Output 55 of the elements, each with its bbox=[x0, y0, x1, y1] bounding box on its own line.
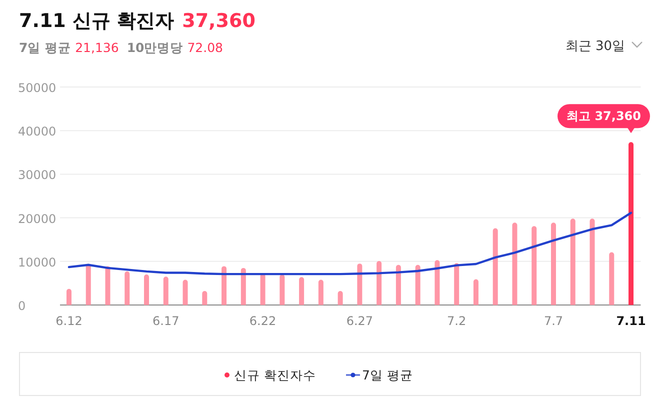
text: 최근 30일 bbox=[565, 39, 625, 54]
x-tick-label: 7.7 bbox=[544, 314, 564, 328]
bar bbox=[222, 266, 227, 305]
bar bbox=[357, 264, 362, 305]
legend-label: 7일 평균 bbox=[362, 368, 413, 382]
y-tick-label: 10000 bbox=[18, 255, 56, 270]
y-tick-label: 50000 bbox=[18, 81, 56, 95]
bar bbox=[434, 260, 440, 305]
bar bbox=[182, 280, 188, 305]
peak-tooltip: 최고 37,360 bbox=[558, 104, 650, 134]
bar bbox=[492, 228, 498, 305]
bar bbox=[66, 288, 72, 305]
text: 37,360 bbox=[182, 10, 256, 32]
bar bbox=[86, 264, 91, 305]
legend-label: 신규 확진자수 bbox=[234, 368, 316, 382]
bar bbox=[163, 276, 168, 305]
bar bbox=[299, 277, 304, 305]
line-series bbox=[68, 212, 632, 276]
bar bbox=[532, 226, 537, 305]
bar bbox=[105, 266, 110, 305]
text: 21,136 bbox=[75, 40, 119, 55]
bar bbox=[144, 274, 150, 305]
bar bbox=[415, 264, 420, 305]
x-tick-label: 6.27 bbox=[346, 314, 374, 328]
y-tick-label: 30000 bbox=[18, 168, 56, 182]
x-tick-label: 6.17 bbox=[152, 314, 180, 328]
bar bbox=[473, 279, 478, 305]
x-tick-label: 7.11 bbox=[616, 314, 646, 328]
bar bbox=[318, 280, 324, 305]
text: 72.08 bbox=[187, 40, 224, 55]
bar bbox=[609, 252, 614, 305]
bar bbox=[570, 218, 576, 305]
y-tick-label: 20000 bbox=[18, 212, 56, 226]
bar bbox=[280, 274, 285, 305]
text: 7일 평균 bbox=[19, 40, 72, 55]
bar bbox=[512, 222, 518, 305]
bar bbox=[124, 271, 130, 305]
x-tick-label: 6.12 bbox=[56, 314, 82, 328]
y-tick-label: 0 bbox=[18, 299, 26, 313]
bar bbox=[590, 218, 595, 305]
bar bbox=[202, 291, 208, 305]
bar bbox=[338, 291, 343, 305]
y-tick-label: 40000 bbox=[18, 124, 56, 139]
bar bbox=[628, 142, 634, 305]
bar bbox=[260, 274, 266, 305]
annotation: 최고 37,360 bbox=[566, 109, 641, 124]
bar bbox=[454, 263, 460, 305]
bar bbox=[376, 260, 382, 305]
bar bbox=[240, 268, 246, 305]
x-tick-label: 6.22 bbox=[249, 314, 276, 328]
chart-title: 7.11 신규 확진자 bbox=[19, 10, 174, 32]
x-tick-label: 7.2 bbox=[447, 314, 466, 328]
bar bbox=[550, 222, 556, 305]
text: 10만명당 bbox=[126, 40, 184, 55]
bar bbox=[396, 264, 401, 305]
